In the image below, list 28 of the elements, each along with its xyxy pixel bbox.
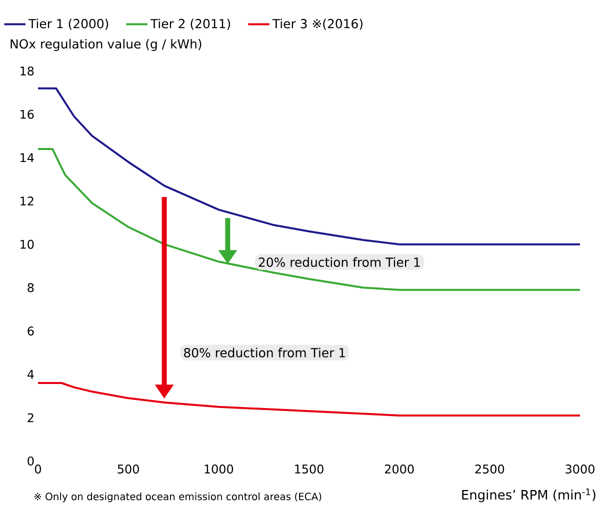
line-series <box>37 148 582 291</box>
y-tick-label: 4 <box>27 370 34 379</box>
x-axis-title: Engines’ RPM (min$^{-1}$) <box>462 488 596 502</box>
annotation: 80% reduction from Tier 1 <box>184 348 345 358</box>
y-axis-title: NOx regulation value (g / kWh) <box>10 38 202 52</box>
x-tick-label: 3000 <box>566 464 594 474</box>
x-tick-label: 500 <box>118 464 139 474</box>
y-tick-label: 8 <box>28 283 34 292</box>
y-tick-label: 2 <box>28 413 34 422</box>
y-tick-label: 10 <box>20 240 34 249</box>
line-series <box>37 382 582 416</box>
y-tick-label: 0 <box>28 456 34 466</box>
y-tick-label: 6 <box>28 326 34 336</box>
x-tick-label: 1000 <box>204 464 234 474</box>
y-tick-label: 18 <box>20 66 34 76</box>
legend-label: Tier 3 ※(2016) <box>272 18 362 30</box>
x-tick-label: 2500 <box>475 464 504 474</box>
y-tick-label: 12 <box>20 196 34 206</box>
line-series <box>37 87 582 246</box>
legend-label: Tier 1 (2000) <box>28 18 108 30</box>
legend-label: Tier 2 (2011) <box>150 18 230 30</box>
x-tick-label: 1500 <box>295 464 324 474</box>
y-tick-label: 14 <box>20 153 34 162</box>
x-tick-label: 0 <box>34 464 42 474</box>
x-tick-label: 2000 <box>385 464 414 474</box>
text: ※ Only on designated ocean emission control areas (ECA) <box>34 492 322 502</box>
y-tick-label: 16 <box>20 110 34 119</box>
annotation: 20% reduction from Tier 1 <box>258 257 420 267</box>
